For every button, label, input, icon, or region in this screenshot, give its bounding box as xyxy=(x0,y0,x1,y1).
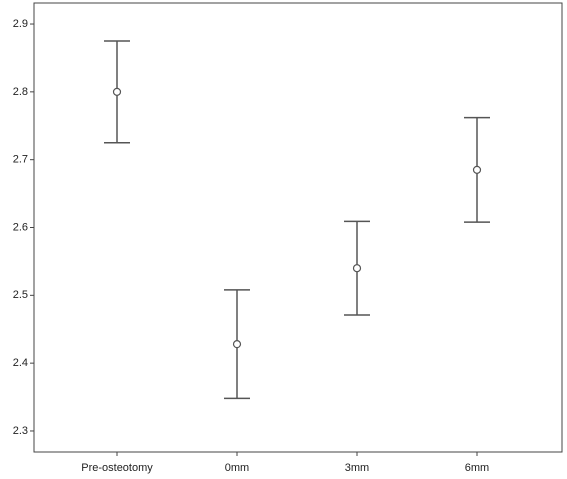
x-tick-label: 6mm xyxy=(465,462,489,474)
x-tick-label: Pre-osteotomy xyxy=(81,462,153,474)
plot-frame xyxy=(33,2,563,453)
y-tick-label: 2.3 xyxy=(13,425,28,437)
y-tick-label: 2.8 xyxy=(13,86,28,98)
mean-marker xyxy=(112,87,122,96)
mean-marker xyxy=(352,264,362,273)
mean-marker xyxy=(472,165,482,174)
y-tick-label: 2.7 xyxy=(13,154,28,166)
x-tick-label: 3mm xyxy=(345,462,369,474)
y-tick-label: 2.9 xyxy=(13,18,28,30)
y-tick-label: 2.4 xyxy=(13,357,28,369)
mean-marker xyxy=(232,340,242,349)
x-tick-label: 0mm xyxy=(225,462,249,474)
y-tick-label: 2.6 xyxy=(13,221,28,233)
y-tick-label: 2.5 xyxy=(13,289,28,301)
